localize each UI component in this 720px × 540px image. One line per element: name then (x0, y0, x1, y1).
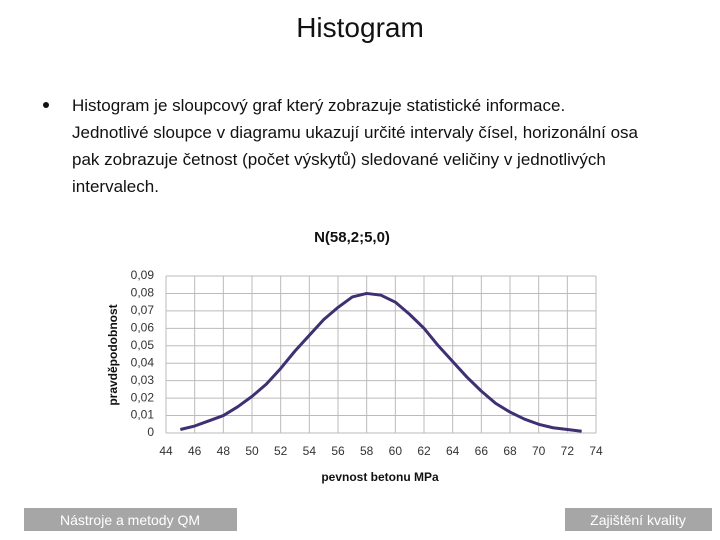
x-tick-label: 74 (589, 444, 603, 458)
y-tick-label: 0,06 (131, 321, 155, 335)
chart-title: N(58,2;5,0) (314, 229, 390, 246)
bullet-line: Jednotlivé sloupce v diagramu ukazují ur… (72, 123, 639, 142)
x-tick-label: 54 (303, 444, 317, 458)
x-tick-label: 64 (446, 444, 460, 458)
bullet-line: intervalech. (72, 177, 159, 196)
footer-box (24, 508, 237, 531)
x-tick-label: 68 (503, 444, 517, 458)
x-tick-label: 46 (188, 444, 202, 458)
y-tick-label: 0,04 (131, 355, 155, 369)
x-axis-label: pevnost betonu MPa (321, 470, 439, 484)
y-tick-label: 0,07 (131, 303, 155, 317)
footer-box (565, 508, 712, 531)
x-tick-label: 62 (417, 444, 431, 458)
x-tick-label: 70 (532, 444, 546, 458)
y-tick-label: 0 (147, 425, 154, 439)
y-tick-label: 0,02 (131, 390, 155, 404)
y-tick-label: 0,08 (131, 286, 155, 300)
x-tick-label: 48 (217, 444, 231, 458)
x-tick-label: 58 (360, 444, 374, 458)
x-tick-label: 60 (389, 444, 403, 458)
slide-title: Histogram (296, 12, 424, 43)
x-tick-label: 66 (475, 444, 489, 458)
y-axis-label: pravděpodobnost (106, 304, 120, 405)
line-series (179, 291, 582, 433)
bullet-line: Histogram je sloupcový graf který zobraz… (72, 96, 565, 115)
y-tick-label: 0,05 (131, 338, 155, 352)
footer-right: Zajištění kvality (590, 512, 686, 528)
x-tick-label: 72 (561, 444, 575, 458)
bullet-line: pak zobrazuje četnost (počet výskytů) sl… (72, 150, 606, 169)
y-tick-label: 0,09 (131, 268, 155, 282)
bullet (43, 102, 49, 108)
x-tick-label: 52 (274, 444, 288, 458)
footer-left: Nástroje a metody QM (60, 512, 200, 528)
x-tick-label: 50 (245, 444, 259, 458)
x-tick-label: 44 (159, 444, 173, 458)
y-tick-label: 0,01 (131, 408, 155, 422)
x-tick-label: 56 (331, 444, 345, 458)
y-tick-label: 0,03 (131, 373, 155, 387)
